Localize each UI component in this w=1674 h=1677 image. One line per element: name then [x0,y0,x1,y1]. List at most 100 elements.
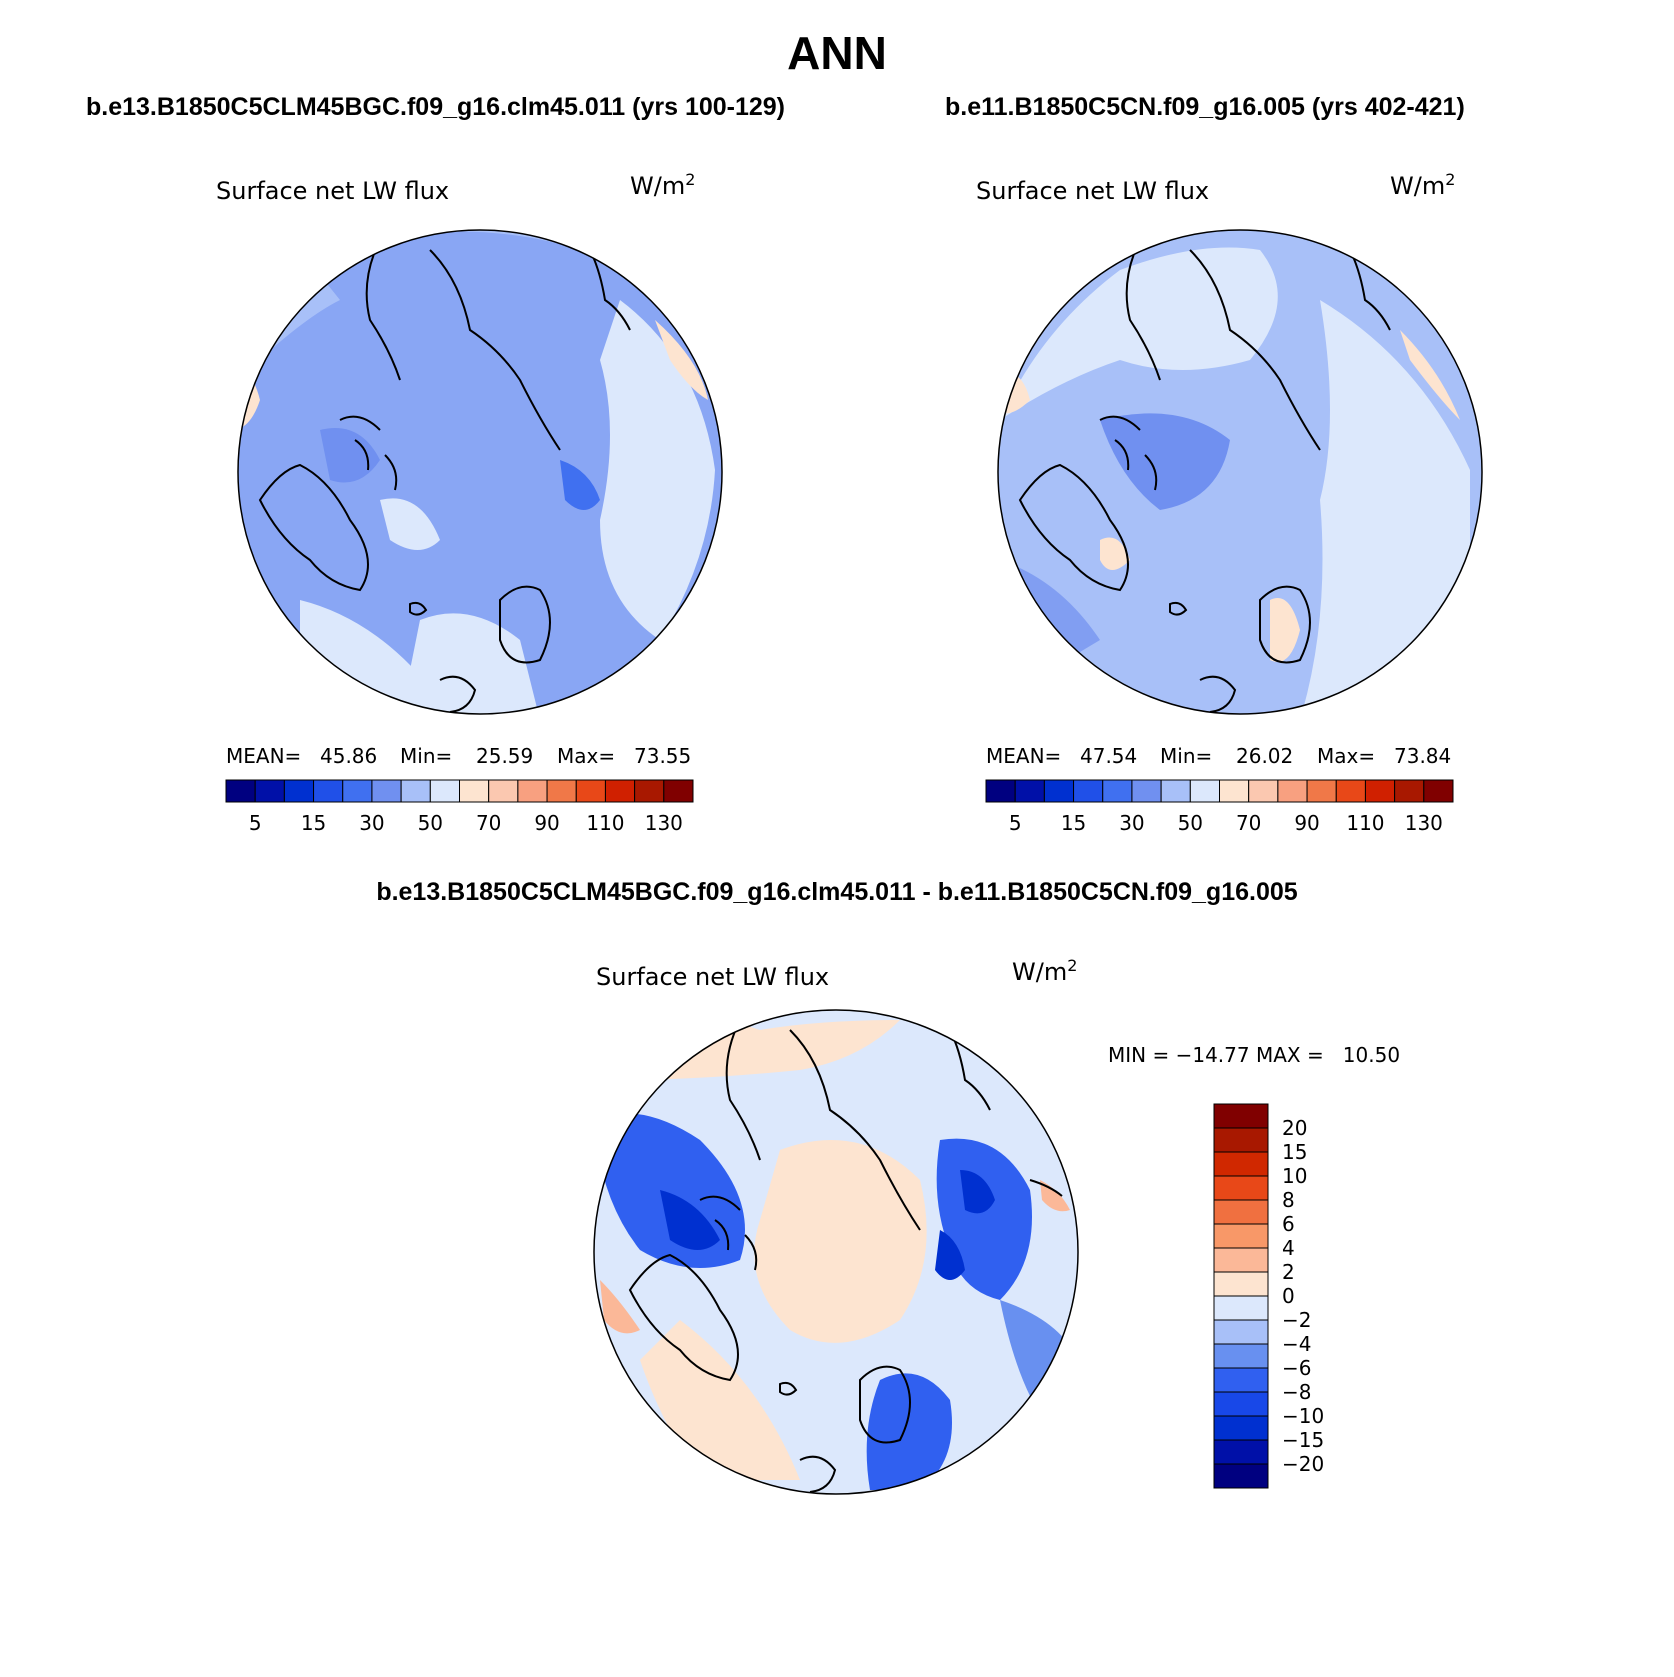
panel-1-variable-label: Surface net LW flux [216,177,449,205]
difference-colorbar-swatch-3 [1213,1175,1269,1201]
panel-2-colorbar-swatch-0 [985,779,1016,803]
difference-colorbar-tick-label: 4 [1282,1236,1295,1260]
panel-2-colorbar-tick-label: 30 [1119,811,1144,835]
difference-variable-label: Surface net LW flux [596,963,829,991]
difference-colorbar-swatch-7 [1213,1271,1269,1297]
difference-colorbar-swatch-13 [1213,1415,1269,1441]
difference-colorbar-swatch-1 [1213,1127,1269,1153]
svg-text:Max=: Max= [1317,744,1375,768]
panel-1-colorbar-swatch-15 [663,779,694,803]
panel-2-variable-label: Surface net LW flux [976,177,1209,205]
panel-1-colorbar-swatch-2 [283,779,315,803]
panel-2-case-title: b.e11.B1850C5CN.f09_g16.005 (yrs 402-421… [945,93,1465,121]
panel-1-colorbar-tick-label: 130 [645,811,683,835]
panel-2-colorbar-swatch-2 [1043,779,1075,803]
panel-1-colorbar-tick-label: 110 [586,811,624,835]
panel-1-colorbar-tick-label: 15 [301,811,326,835]
svg-text:26.02: 26.02 [1236,744,1293,768]
panel-2-colorbar-swatch-9 [1248,779,1279,803]
svg-text:MEAN=: MEAN= [226,744,301,768]
panel-1-colorbar-swatch-14 [634,779,665,803]
difference-colorbar-tick-label: 20 [1282,1116,1307,1140]
panel-2-units-label: W/m2 [1390,170,1455,200]
panel-2-colorbar-swatch-13 [1364,779,1396,803]
panel-2-colorbar-swatch-14 [1394,779,1425,803]
difference-colorbar-swatch-9 [1213,1319,1269,1345]
panel-2-colorbar-swatch-3 [1073,779,1104,803]
svg-text:45.86: 45.86 [320,744,377,768]
difference-colorbar-tick-label: −6 [1282,1356,1311,1380]
panel-1-colorbar-swatch-13 [604,779,636,803]
panel-2-colorbar: 5 15 30 50 70 90 110 130 [985,779,1454,835]
panel-1-case-title: b.e13.B1850C5CLM45BGC.f09_g16.clm45.011 … [86,93,786,121]
difference-colorbar-tick-label: −8 [1282,1380,1311,1404]
difference-colorbar-swatch-4 [1213,1199,1269,1225]
panel-1-colorbar-swatch-10 [517,779,548,803]
panel-1-colorbar-tick-label: 30 [359,811,384,835]
panel-1-colorbar-swatch-12 [575,779,606,803]
svg-text:MEAN=: MEAN= [986,744,1061,768]
panel-2-colorbar-tick-label: 70 [1236,811,1261,835]
panel-2: Surface net LW flux W/m2 [976,170,1483,835]
panel-2-map-border [997,229,1483,715]
panel-2-colorbar-swatch-7 [1189,779,1220,803]
panel-2-stats: MEAN= 47.54 Min= 26.02 Max= 73.84 [986,744,1451,768]
panel-1-colorbar-swatch-4 [342,779,373,803]
panel-2-colorbar-tick-label: 110 [1346,811,1384,835]
difference-colorbar-tick-label: −20 [1282,1452,1324,1476]
panel-2-map [998,230,1482,714]
difference-colorbar-swatch-5 [1213,1223,1269,1249]
panel-2-colorbar-tick-label: 90 [1294,811,1319,835]
panel-1-units-label: W/m2 [630,170,695,200]
panel-1-colorbar: 5 15 30 50 70 90 110 130 [225,779,694,835]
difference-map [594,1010,1078,1494]
panel-1-colorbar-swatch-0 [225,779,256,803]
difference-colorbar-swatch-14 [1213,1439,1269,1465]
difference-colorbar-tick-label: 0 [1282,1284,1295,1308]
difference-colorbar-tick-label: 2 [1282,1260,1295,1284]
panel-1-colorbar-tick-label: 90 [534,811,559,835]
panel-1-colorbar-swatch-9 [488,779,519,803]
panel-2-colorbar-tick-label: 15 [1061,811,1086,835]
panel-1-colorbar-swatch-8 [459,779,490,803]
difference-colorbar-tick-label: 10 [1282,1164,1307,1188]
panel-2-colorbar-tick-label: 130 [1405,811,1443,835]
svg-text:Min=: Min= [400,744,452,768]
panel-2-colorbar-swatch-11 [1306,779,1337,803]
panel-1-stats: MEAN= 45.86 Min= 25.59 Max= 73.55 [226,744,691,768]
panel-2-colorbar-tick-label: 50 [1178,811,1203,835]
panel-2-colorbar-swatch-5 [1131,779,1162,803]
difference-colorbar-tick-label: 8 [1282,1188,1295,1212]
difference-colorbar-tick-label: 15 [1282,1140,1307,1164]
panel-1-colorbar-swatch-1 [254,779,285,803]
difference-colorbar-swatch-2 [1213,1151,1269,1177]
difference-units-label: W/m2 [1012,956,1077,986]
panel-2-colorbar-tick-label: 5 [1009,811,1022,835]
panel-2-colorbar-swatch-12 [1335,779,1366,803]
svg-text:Min=: Min= [1160,744,1212,768]
panel-1-map [238,230,722,714]
panel-2-colorbar-swatch-15 [1423,779,1454,803]
difference-colorbar-swatch-11 [1213,1367,1269,1393]
difference-panel: Surface net LW flux W/m2 MIN = −14.77 MA… [593,956,1400,1495]
svg-text:47.54: 47.54 [1080,744,1137,768]
page-title: ANN [787,27,887,79]
panel-2-colorbar-swatch-4 [1102,779,1133,803]
svg-text:Max=: Max= [557,744,615,768]
panel-1-colorbar-swatch-7 [429,779,460,803]
difference-colorbar-swatch-10 [1213,1343,1269,1369]
panel-1: Surface net LW flux W/m2 [216,170,723,835]
panel-1-colorbar-tick-label: 70 [476,811,501,835]
difference-title: b.e13.B1850C5CLM45BGC.f09_g16.clm45.011 … [376,878,1298,906]
difference-colorbar-tick-label: −4 [1282,1332,1311,1356]
panel-2-colorbar-swatch-10 [1277,779,1308,803]
difference-colorbar-tick-label: −10 [1282,1404,1324,1428]
panel-1-colorbar-swatch-3 [313,779,344,803]
panel-2-colorbar-swatch-8 [1219,779,1250,803]
difference-colorbar-swatch-12 [1213,1391,1269,1417]
panel-1-colorbar-swatch-6 [400,779,431,803]
svg-text:73.55: 73.55 [634,744,691,768]
panel-1-colorbar-tick-label: 5 [249,811,262,835]
